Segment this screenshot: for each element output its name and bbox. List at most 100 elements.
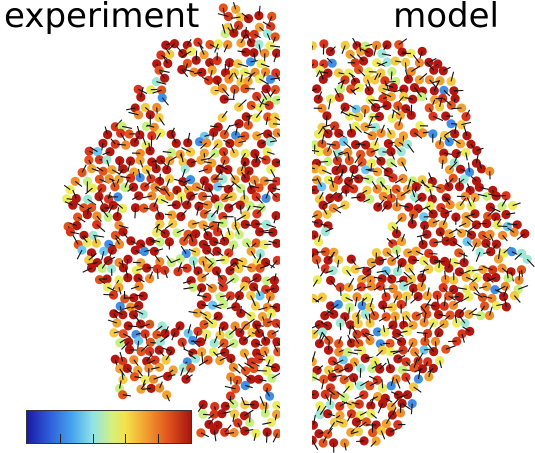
orientation-stick [390,71,393,81]
orientation-stick [153,375,165,380]
orientation-stick [443,135,450,143]
orientation-stick [388,80,396,83]
cell-dot [233,59,243,69]
orientation-stick [415,250,424,256]
orientation-stick [411,65,421,72]
cell-dot [136,92,146,102]
orientation-stick [126,107,136,111]
orientation-stick [424,332,427,342]
orientation-stick [74,180,83,188]
orientation-stick [354,394,365,400]
orientation-stick [127,186,134,192]
orientation-stick [244,310,252,317]
orientation-stick [466,197,472,207]
orientation-stick [266,151,275,155]
orientation-stick [465,152,468,161]
orientation-stick [473,292,483,298]
orientation-stick [416,233,428,238]
orientation-stick [478,161,483,170]
orientation-stick [348,307,351,315]
orientation-stick [365,168,375,171]
orientation-stick [347,351,359,355]
orientation-stick [204,209,212,215]
orientation-stick [320,71,328,74]
orientation-stick [88,252,97,261]
orientation-stick [86,207,90,215]
orientation-stick [122,231,128,239]
orientation-stick [180,367,184,376]
cell-dot [243,120,253,130]
orientation-stick [487,276,497,282]
orientation-stick [350,73,356,83]
orientation-stick [459,307,467,314]
orientation-stick [339,322,342,331]
orientation-stick [363,131,373,137]
orientation-stick [196,206,200,216]
orientation-stick [396,394,408,399]
orientation-stick [361,177,370,180]
orientation-stick [374,137,379,146]
orientation-stick [363,285,372,289]
orientation-stick [134,207,137,219]
orientation-stick [423,313,427,323]
orientation-stick [444,270,447,280]
cell-dot [417,175,427,185]
orientation-stick [251,361,260,367]
orientation-stick [333,207,342,214]
orientation-stick [379,258,387,262]
orientation-stick [386,237,394,245]
orientation-stick [244,374,252,380]
orientation-stick [311,351,316,362]
orientation-stick [411,288,415,296]
orientation-stick [378,61,388,67]
orientation-stick [319,192,324,200]
orientation-stick [233,366,241,374]
cell-dot [152,102,162,113]
orientation-stick [322,436,327,444]
orientation-stick [374,73,379,81]
orientation-stick [164,213,173,216]
orientation-stick [237,135,245,138]
orientation-stick [222,195,233,201]
orientation-stick [400,189,411,197]
orientation-stick [254,33,261,39]
orientation-stick [503,286,509,297]
orientation-stick [190,193,198,197]
orientation-stick [351,325,358,335]
orientation-stick [381,379,384,389]
orientation-stick [319,335,325,344]
orientation-stick [119,368,126,377]
orientation-stick [258,156,267,161]
orientation-stick [378,316,387,322]
orientation-stick [329,393,332,405]
cell-dot [409,128,419,138]
orientation-stick [81,235,88,243]
orientation-stick [158,228,166,235]
orientation-stick [124,179,129,188]
orientation-stick [158,69,170,73]
orientation-stick [453,153,459,164]
orientation-stick [140,323,150,328]
cell-dot [210,401,220,412]
orientation-stick [420,181,430,189]
orientation-stick [164,270,168,279]
orientation-stick [439,96,443,108]
orientation-stick [266,223,277,229]
orientation-stick [213,335,218,344]
orientation-stick [371,181,378,190]
orientation-stick [431,185,441,190]
orientation-stick [181,342,186,350]
orientation-stick [147,170,152,179]
orientation-stick [346,269,352,277]
orientation-stick [256,255,262,264]
orientation-stick [232,413,236,423]
orientation-stick [254,323,260,334]
orientation-stick [273,52,278,63]
cell-dot [191,229,201,239]
orientation-stick [101,208,109,218]
orientation-stick [247,73,253,82]
orientation-stick [182,280,192,284]
orientation-stick [156,223,159,233]
orientation-stick [212,304,222,310]
orientation-stick [506,270,509,279]
